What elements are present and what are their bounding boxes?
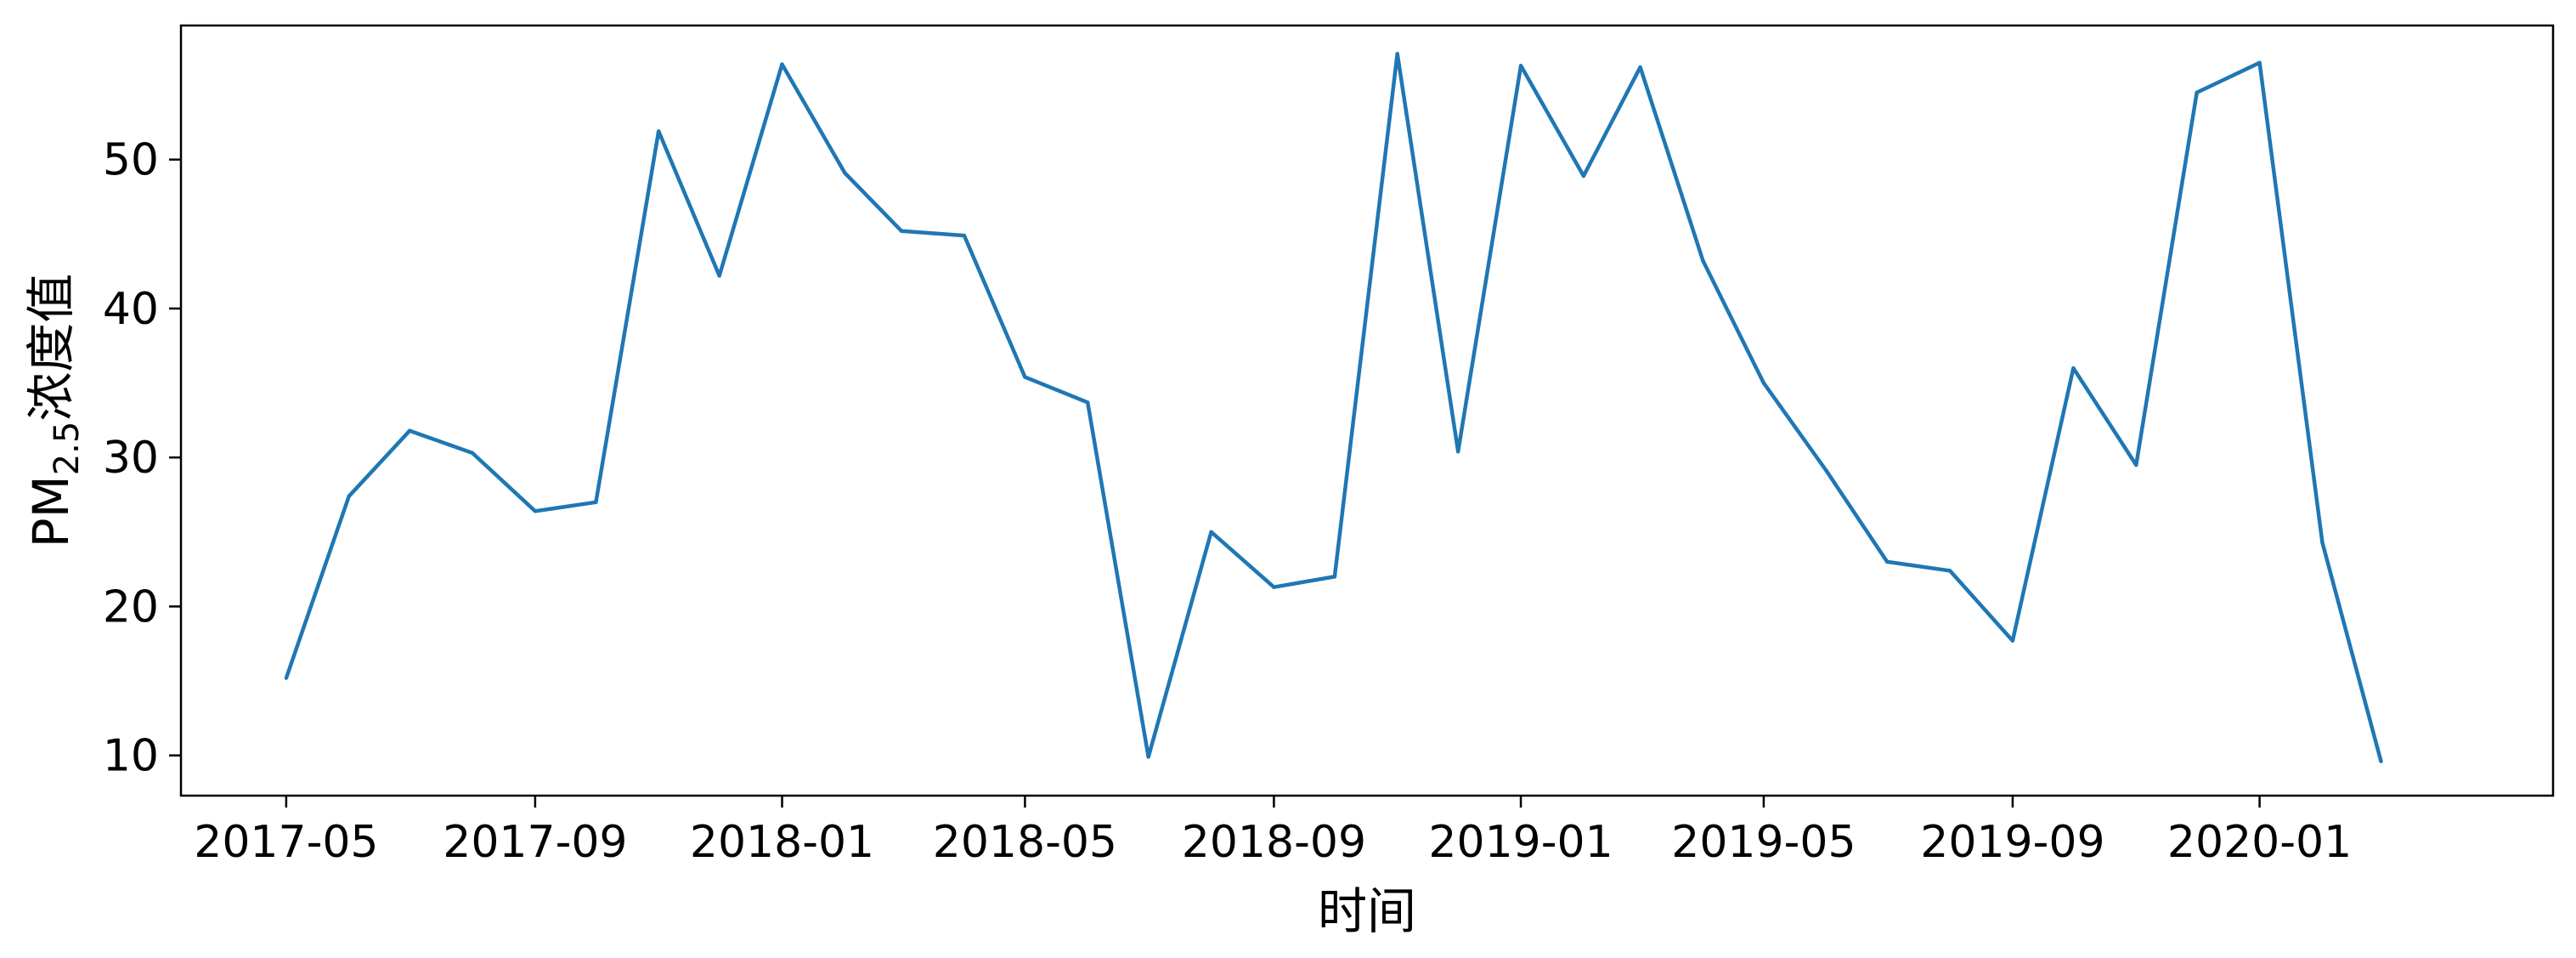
data-point <box>2071 366 2076 371</box>
data-point <box>594 500 598 504</box>
data-point <box>899 229 904 233</box>
x-tick-label: 2017-05 <box>194 817 378 868</box>
data-point <box>2134 462 2138 468</box>
x-axis-ticks: 2017-05 2017-09 2018-01 2018-05 2018-09 2019-… <box>194 796 2352 868</box>
y-tick-label: 50 <box>103 135 159 186</box>
data-point <box>2257 60 2262 65</box>
y-axis-title: PM2.5浓度值 <box>22 274 87 548</box>
data-point <box>408 428 412 433</box>
data-point <box>717 274 721 278</box>
data-point <box>843 171 847 175</box>
data-point <box>2320 540 2325 545</box>
data-point <box>1395 52 1399 56</box>
x-tick-label: 2020-01 <box>2167 817 2352 868</box>
data-point <box>2379 759 2383 763</box>
x-tick-label: 2019-09 <box>1920 817 2104 868</box>
data-point <box>780 62 784 66</box>
data-point <box>1947 569 1952 573</box>
data-point <box>1332 575 1337 579</box>
plot-frame <box>179 24 2555 797</box>
data-point <box>1638 65 1642 70</box>
data-point <box>1456 450 1460 454</box>
data-point <box>1701 258 1705 264</box>
data-point <box>533 509 538 513</box>
y-axis-title-subscript: 2.5 <box>48 422 87 476</box>
y-axis-title-main: PM <box>22 475 80 547</box>
x-tick-label: 2019-01 <box>1428 817 1613 868</box>
y-tick-label: 40 <box>103 284 159 335</box>
data-point <box>657 129 661 133</box>
y-tick-label: 10 <box>103 731 159 782</box>
data-point <box>1272 585 1276 589</box>
data-point <box>1885 559 1890 564</box>
y-axis-title-suffix: 浓度值 <box>22 274 80 422</box>
data-point <box>1023 375 1027 379</box>
data-point <box>2010 638 2015 643</box>
data-point <box>1824 468 1828 473</box>
y-axis-ticks: 10 20 30 40 50 <box>103 135 181 782</box>
x-tick-label: 2018-05 <box>933 817 1117 868</box>
data-point <box>1086 400 1090 405</box>
x-tick-label: 2017-09 <box>443 817 627 868</box>
data-point <box>1209 530 1213 534</box>
x-tick-label: 2019-05 <box>1671 817 1856 868</box>
data-point <box>470 451 475 456</box>
data-point <box>2195 90 2199 95</box>
data-point <box>1581 173 1586 179</box>
data-point <box>1518 64 1523 68</box>
data-point <box>347 494 351 498</box>
series-layer <box>284 52 2383 763</box>
data-point <box>284 676 289 680</box>
data-point <box>962 233 967 238</box>
x-axis-title: 时间 <box>1318 882 1416 940</box>
data-point <box>1761 381 1766 385</box>
y-tick-label: 20 <box>103 581 159 632</box>
x-tick-label: 2018-01 <box>690 817 874 868</box>
data-point <box>1146 755 1150 759</box>
x-tick-label: 2018-09 <box>1182 817 1366 868</box>
y-tick-label: 30 <box>103 433 159 484</box>
